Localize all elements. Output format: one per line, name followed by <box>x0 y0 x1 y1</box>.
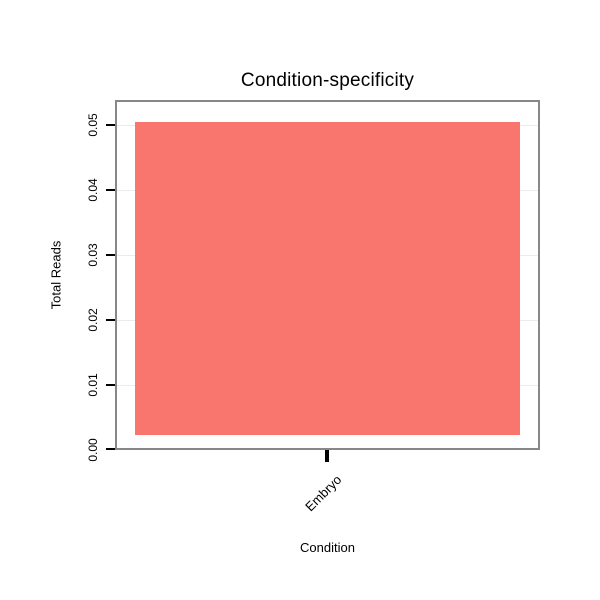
x-axis-title: Condition <box>300 540 355 555</box>
y-axis-tick-label: 0.03 <box>86 243 100 267</box>
y-axis-tick <box>106 124 115 126</box>
y-axis-tick <box>106 384 115 386</box>
y-axis-tick <box>106 254 115 256</box>
plot-panel <box>115 100 540 450</box>
y-axis-tick <box>106 448 115 450</box>
y-axis-title: Total Reads <box>48 240 64 310</box>
bar-embryo <box>135 122 520 435</box>
y-axis-tick-label: 0.04 <box>86 178 100 202</box>
y-axis-tick <box>106 319 115 321</box>
chart-title: Condition-specificity <box>240 70 415 91</box>
x-axis-tick <box>325 450 329 462</box>
y-axis-tick-label: 0.00 <box>86 438 100 462</box>
y-axis-tick-label: 0.02 <box>86 308 100 332</box>
x-axis-tick-label-embryo: Embryo <box>302 472 345 515</box>
y-axis-tick-label: 0.05 <box>86 113 100 137</box>
y-axis-tick <box>106 189 115 191</box>
y-axis-tick-label: 0.01 <box>86 373 100 397</box>
